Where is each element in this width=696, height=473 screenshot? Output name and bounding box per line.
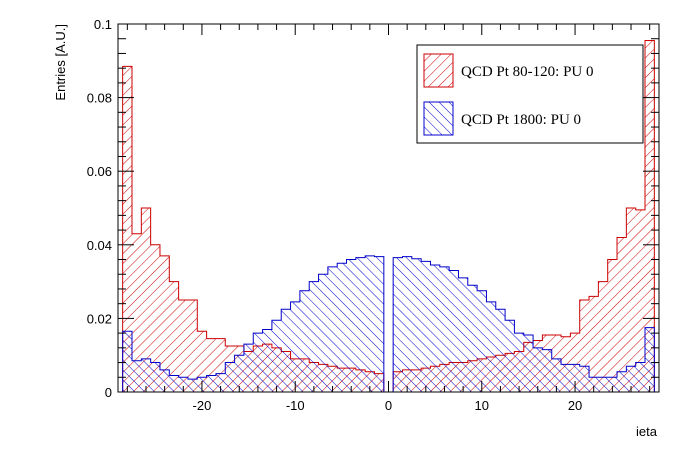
legend-label: QCD Pt 1800: PU 0 bbox=[461, 112, 581, 128]
bar-fill bbox=[495, 309, 506, 392]
y-axis-title: Entries [A.U.] bbox=[53, 24, 68, 101]
bar-fill bbox=[131, 360, 142, 392]
bar-fill bbox=[206, 375, 216, 392]
bar-fill bbox=[337, 263, 347, 392]
bar-fill bbox=[402, 256, 412, 392]
bar-fill bbox=[281, 309, 291, 392]
bar-fill bbox=[365, 255, 375, 392]
bar-fill bbox=[514, 333, 524, 392]
bar-fill bbox=[122, 66, 132, 392]
bar-fill bbox=[570, 364, 580, 392]
bar-fill bbox=[579, 300, 590, 392]
bar-fill bbox=[421, 261, 431, 392]
bar-fill bbox=[607, 377, 618, 392]
legend-swatch bbox=[423, 53, 454, 88]
x-tick-label: -10 bbox=[286, 398, 305, 413]
bar-fill bbox=[635, 209, 646, 392]
bar-fill bbox=[206, 338, 216, 392]
y-tick-label: 0.08 bbox=[87, 91, 112, 106]
bar-fill bbox=[215, 373, 226, 392]
x-tick-label: -20 bbox=[193, 398, 212, 413]
bar-fill bbox=[197, 331, 207, 392]
bar-fill bbox=[645, 40, 655, 393]
bar-fill bbox=[635, 362, 646, 392]
bar-fill bbox=[178, 300, 188, 392]
bar-fill bbox=[150, 362, 160, 392]
bar-fill bbox=[523, 334, 534, 392]
bar-fill bbox=[178, 377, 188, 392]
bar-fill bbox=[262, 329, 272, 392]
legend-label: QCD Pt 80-120: PU 0 bbox=[461, 64, 594, 80]
bar-fill bbox=[645, 327, 655, 392]
bar-fill bbox=[169, 281, 179, 392]
bar-fill bbox=[234, 355, 244, 392]
x-tick-label: 10 bbox=[475, 398, 489, 413]
bar-fill bbox=[579, 366, 590, 392]
bar-fill bbox=[122, 331, 132, 392]
x-tick-label: 20 bbox=[568, 398, 582, 413]
bar-fill bbox=[598, 377, 608, 392]
bar-fill bbox=[299, 290, 310, 392]
bar-fill bbox=[626, 208, 636, 392]
bar-fill bbox=[355, 257, 366, 392]
y-tick-label: 0.02 bbox=[87, 311, 112, 326]
bar-fill bbox=[159, 255, 170, 392]
y-tick-label: 0.06 bbox=[87, 164, 112, 179]
x-tick-label: 0 bbox=[385, 398, 392, 413]
bar-fill bbox=[374, 256, 384, 392]
axes-layer: -20 -10 0 10 20 0 0.02 0.04 0.06 0.08 0.1 bbox=[87, 17, 659, 413]
bar-fill bbox=[598, 281, 608, 392]
bar-fill bbox=[290, 301, 300, 392]
y-tick-label: 0.1 bbox=[94, 17, 112, 32]
bar-fill bbox=[467, 285, 478, 392]
bar-fill bbox=[271, 320, 282, 392]
bar-fill bbox=[215, 338, 226, 392]
bar-fill bbox=[607, 259, 618, 392]
bar-fill bbox=[243, 344, 254, 392]
bar-fill bbox=[169, 375, 179, 392]
legend-swatch bbox=[423, 101, 454, 136]
series-layer bbox=[122, 40, 655, 393]
bar-fill bbox=[533, 347, 543, 392]
bar-fill bbox=[253, 333, 263, 392]
bar-fill bbox=[561, 364, 571, 392]
bar-fill bbox=[318, 274, 328, 392]
bar-fill bbox=[225, 362, 235, 392]
bar-fill bbox=[589, 377, 599, 392]
bar-fill bbox=[309, 281, 319, 392]
bar-fill bbox=[458, 277, 468, 392]
series-2 bbox=[122, 255, 655, 392]
bar-fill bbox=[141, 208, 151, 392]
x-axis-title: ieta bbox=[636, 424, 658, 439]
bar-fill bbox=[141, 358, 151, 392]
bar-fill bbox=[393, 257, 403, 392]
bar-fill bbox=[187, 379, 198, 392]
bar-fill bbox=[617, 371, 627, 392]
bar-fill bbox=[159, 369, 170, 392]
bar-fill bbox=[617, 237, 627, 392]
bar-fill bbox=[626, 366, 636, 392]
bar-fill bbox=[589, 296, 599, 392]
legend: QCD Pt 80-120: PU 0 QCD Pt 1800: PU 0 bbox=[416, 44, 644, 144]
bar-fill bbox=[542, 349, 552, 392]
series-outline bbox=[122, 255, 655, 392]
bar-fill bbox=[346, 259, 356, 392]
bar-fill bbox=[411, 258, 422, 392]
bar-fill bbox=[505, 320, 515, 392]
bar-fill bbox=[327, 266, 338, 392]
bar-fill bbox=[430, 265, 440, 392]
bar-fill bbox=[449, 270, 459, 392]
bar-fill bbox=[477, 290, 487, 392]
bar-fill bbox=[131, 233, 142, 392]
bar-fill bbox=[150, 244, 160, 392]
bar-fill bbox=[570, 333, 580, 392]
bar-fill bbox=[187, 300, 198, 392]
bar-fill bbox=[551, 358, 562, 392]
legend-box bbox=[416, 44, 644, 144]
bar-fill bbox=[439, 266, 450, 392]
bar-fill bbox=[486, 301, 496, 392]
y-tick-label: 0.04 bbox=[87, 238, 112, 253]
y-tick-label: 0 bbox=[105, 385, 112, 400]
